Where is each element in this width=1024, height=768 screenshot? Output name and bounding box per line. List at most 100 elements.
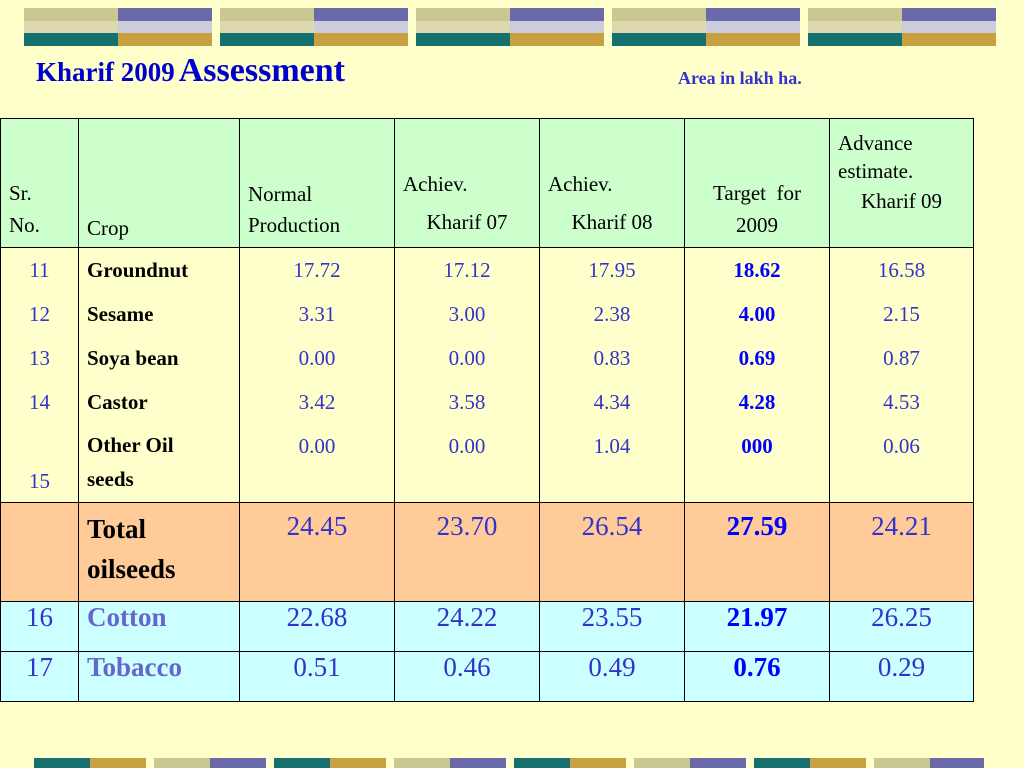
table-cell: 17.12	[443, 258, 491, 282]
table-cell: Groundnut	[87, 258, 189, 282]
header-normal-line1: Normal	[248, 182, 313, 206]
header-target-line2: 2009	[736, 213, 778, 237]
table-cell: 4.34	[593, 390, 631, 414]
header-advance-line2: estimate.	[838, 159, 914, 183]
table-cell: 18.62	[733, 258, 781, 282]
table-cell: 2.38	[593, 302, 631, 326]
banner-block	[570, 758, 626, 768]
table-cell: 0.29	[829, 651, 974, 702]
table-cell: 0.51	[239, 651, 395, 702]
title-part-2: Assessment	[178, 52, 345, 89]
table-cell: 0.83	[593, 346, 631, 370]
table-cell: 2.15	[883, 302, 920, 326]
page-title: Kharif 2009 Assessment	[36, 52, 345, 90]
table-cell: 0.76	[684, 651, 830, 702]
banner-block	[808, 8, 996, 46]
table-cell: Castor	[87, 390, 148, 414]
table-cell: 22.68	[239, 601, 395, 652]
header-ach07-line2: Kharif 07	[426, 210, 508, 234]
advance-column: 16.58 2.15 0.87 4.53 0.06	[829, 247, 974, 503]
table-cell: 26.54	[539, 502, 685, 602]
table-cell	[0, 502, 79, 602]
banner-block	[220, 8, 408, 46]
banner-block	[330, 758, 386, 768]
banner-block	[24, 8, 212, 46]
header-sr-line1: Sr.	[9, 181, 32, 205]
table-cell: 0.00	[448, 346, 486, 370]
table-cell: 0.87	[883, 346, 920, 370]
top-banner	[24, 8, 1000, 46]
header-crop-label: Crop	[87, 216, 129, 240]
total-label-line1: Total	[87, 514, 147, 544]
banner-block	[450, 758, 506, 768]
banner-block	[90, 758, 146, 768]
table-row: 16 Cotton 22.68 24.22 23.55 21.97 26.25	[0, 601, 974, 652]
banner-block	[810, 758, 866, 768]
table-cell: 0.46	[394, 651, 540, 702]
title-part-1: Kharif 2009	[36, 57, 175, 87]
banner-block	[394, 758, 450, 768]
table-cell: 0.00	[298, 346, 336, 370]
table-cell: 15	[29, 469, 50, 493]
header-ach08: Achiev. Kharif 08	[539, 118, 685, 248]
sr-column: 11 12 13 14 15	[0, 247, 79, 503]
header-row: Sr. No. Crop Normal Production Achiev. K…	[0, 118, 974, 248]
banner-block	[210, 758, 266, 768]
banner-block	[754, 758, 810, 768]
table-cell: 23.70	[394, 502, 540, 602]
table-cell: Other Oil seeds	[87, 424, 231, 502]
table-cell: 0.00	[448, 434, 486, 458]
table-cell: 3.31	[298, 302, 336, 326]
table-cell: 12	[29, 302, 50, 326]
banner-block	[612, 8, 800, 46]
table-cell: 0.69	[738, 346, 776, 370]
banner-block	[634, 758, 690, 768]
banner-block	[514, 758, 570, 768]
table-cell: 4.00	[738, 302, 776, 326]
table-row: 17 Tobacco 0.51 0.46 0.49 0.76 0.29	[0, 651, 974, 702]
table-cell: 24.21	[829, 502, 974, 602]
banner-block	[690, 758, 746, 768]
table-cell: 27.59	[684, 502, 830, 602]
table-cell: 0.49	[539, 651, 685, 702]
header-ach08-line1: Achiev.	[548, 172, 613, 196]
banner-block	[274, 758, 330, 768]
table-cell: 24.22	[394, 601, 540, 652]
table-cell: Cotton	[78, 601, 240, 652]
header-normal-line2: Production	[248, 213, 341, 237]
table-cell: Soya bean	[87, 346, 179, 370]
oilseed-rows: 11 12 13 14 15 Groundnut Sesame Soya bea…	[0, 247, 974, 503]
header-target-line1: Target for	[713, 181, 801, 205]
crop-line2: seeds	[87, 467, 134, 491]
total-label-line2: oilseeds	[87, 554, 176, 584]
header-advance-line3: Kharif 09	[860, 189, 943, 213]
target-column: 18.62 4.00 0.69 4.28 000	[684, 247, 830, 503]
table-cell: 11	[29, 258, 50, 282]
total-row: Total oilseeds 24.45 23.70 26.54 27.59 2…	[0, 502, 974, 602]
table-cell: 21.97	[684, 601, 830, 652]
table-cell: 4.28	[738, 390, 776, 414]
header-sr-line2: No.	[9, 213, 40, 237]
header-ach07: Achiev. Kharif 07	[394, 118, 540, 248]
table-cell: 16	[0, 601, 79, 652]
header-ach07-line1: Achiev.	[403, 172, 468, 196]
banner-block	[154, 758, 210, 768]
header-target: Target for 2009	[684, 118, 830, 248]
table-cell: 3.58	[448, 390, 486, 414]
table-cell: 000	[741, 434, 773, 458]
unit-note: Area in lakh ha.	[678, 68, 802, 88]
table-cell: 17	[0, 651, 79, 702]
table-cell: 0.00	[298, 434, 336, 458]
header-normal: Normal Production	[239, 118, 395, 248]
ach07-column: 17.12 3.00 0.00 3.58 0.00	[394, 247, 540, 503]
header-crop: Crop	[78, 118, 240, 248]
ach08-column: 17.95 2.38 0.83 4.34 1.04	[539, 247, 685, 503]
table-cell: 17.72	[293, 258, 341, 282]
crop-column: Groundnut Sesame Soya bean Castor Other …	[78, 247, 240, 503]
assessment-table: Sr. No. Crop Normal Production Achiev. K…	[0, 118, 974, 702]
table-cell: Tobacco	[78, 651, 240, 702]
table-cell: 1.04	[593, 434, 631, 458]
header-sr: Sr. No.	[0, 118, 79, 248]
normal-column: 17.72 3.31 0.00 3.42 0.00	[239, 247, 395, 503]
table-cell: 0.06	[883, 434, 920, 458]
